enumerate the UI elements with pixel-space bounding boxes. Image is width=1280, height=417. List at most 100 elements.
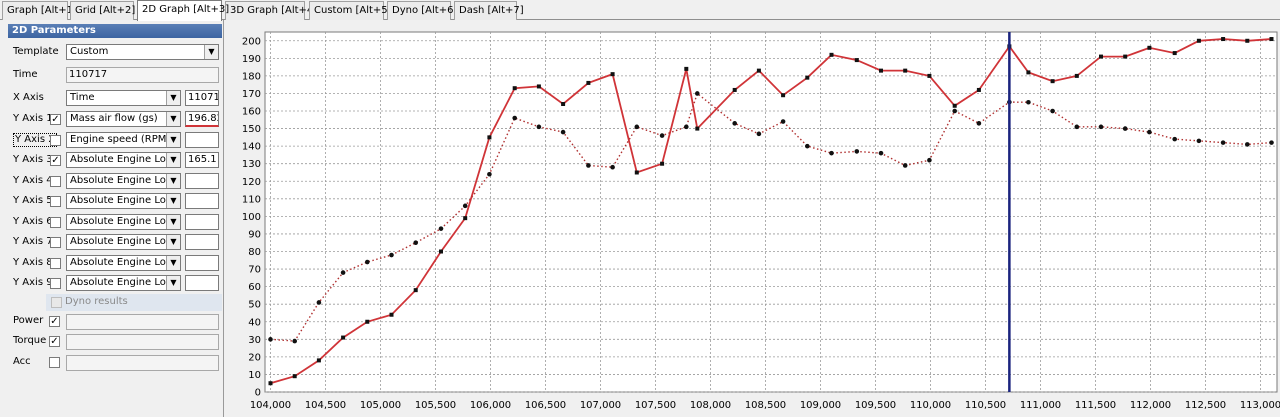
tab-dyno[interactable]: Dyno [Alt+6] [387,1,457,20]
y-tick-label: 140 [242,142,261,153]
y-tick-label: 120 [242,177,261,188]
data-point-solid [660,161,665,166]
data-point-solid [1074,73,1079,78]
y-axis-5-checkbox[interactable] [50,196,61,207]
chevron-down-icon[interactable]: ▼ [166,215,180,229]
y-tick-label: 50 [248,300,261,311]
data-point-solid [927,73,932,78]
data-point-dotted [1074,124,1080,130]
y-tick-label: 160 [242,107,261,118]
y-axis-6-select[interactable]: Absolute Engine Load (▼ [66,214,181,230]
y-tick-label: 80 [248,247,261,258]
data-point-dotted [952,108,957,114]
y-axis-7-label: Y Axis 7 [13,236,53,247]
chevron-down-icon[interactable]: ▼ [166,153,180,167]
data-point-dotted [316,300,322,305]
y-tick-label: 30 [248,335,261,346]
data-point-solid [463,216,468,221]
template-select[interactable]: Custom ▼ [66,44,219,60]
chevron-down-icon[interactable]: ▼ [166,133,180,147]
y-axis-4-checkbox[interactable] [50,176,61,187]
data-point-dotted [976,121,982,126]
y-axis-5-value: Absolute Engine Load ( [70,195,181,206]
chevron-down-icon[interactable]: ▼ [166,235,180,249]
data-point-dotted [1269,140,1274,145]
chevron-down-icon[interactable]: ▼ [166,194,180,208]
y-axis-7-checkbox[interactable] [50,237,61,248]
chevron-down-icon[interactable]: ▼ [204,45,218,59]
y-axis-3-checkbox[interactable]: ✓ [50,155,61,166]
y-axis-3-label: Y Axis 3 [13,154,53,165]
y-axis-1-select[interactable]: Mass air flow (gs) ▼ [66,111,181,127]
x-tick-label: 112,500 [1185,400,1226,411]
chart-2d-graph[interactable]: 0 10 20 30 40 50 60 70 80 90 100 110 120 130 140 150 160… [230,24,1280,417]
plot-area [264,31,1278,393]
data-point-dotted [586,163,591,168]
data-point-dotted [1147,129,1152,135]
dyno-results-label: Dyno results [65,296,128,307]
torque-label: Torque [13,335,47,346]
dyno-results-row [46,294,222,311]
data-point-solid [439,249,443,254]
y-axis-3-select[interactable]: Absolute Engine Load (▼ [66,152,181,168]
torque-checkbox[interactable]: ✓ [49,336,60,347]
series-line-solid [270,38,1272,385]
data-point-dotted [1220,140,1226,145]
y-axis-1-checkbox[interactable]: ✓ [50,114,61,125]
time-field: 110717 [66,67,219,83]
xaxis-select[interactable]: Time ▼ [66,90,181,106]
acc-checkbox[interactable] [49,357,60,368]
data-point-solid [756,68,761,73]
y-axis-6-checkbox[interactable] [50,217,61,228]
y-axis-6-readout [185,214,219,230]
data-point-dotted [695,91,700,96]
y-axis-6-value: Absolute Engine Load ( [70,216,181,227]
tab-grid[interactable]: Grid [Alt+2] [70,1,135,20]
tab-2d-graph[interactable]: 2D Graph [Alt+3] [137,0,229,21]
tab-graph[interactable]: Graph [Alt+1] [2,1,77,20]
x-tick-label: 113,000 [1240,400,1280,411]
tab-bar: Graph [Alt+1] Grid [Alt+2] 2D Graph [Alt… [0,0,1280,21]
tab-custom[interactable]: Custom [Alt+5] [309,1,392,20]
chevron-down-icon[interactable]: ▼ [166,112,180,126]
data-point-dotted [512,115,517,121]
x-tick-label: 109,500 [855,400,896,411]
data-point-solid [586,80,591,85]
y-axis-8-select[interactable]: Absolute Engine Load (▼ [66,255,181,271]
y-axis-5-select[interactable]: Absolute Engine Load (▼ [66,193,181,209]
y-axis-1-label: Y Axis 1 [13,113,53,124]
chevron-down-icon[interactable]: ▼ [166,91,180,105]
acc-label: Acc [13,356,31,367]
y-axis-9-checkbox[interactable] [50,278,61,289]
y-axis-8-checkbox[interactable] [50,258,61,269]
data-point-dotted [1050,108,1055,114]
y-tick-label: 110 [242,194,261,205]
chevron-down-icon[interactable]: ▼ [166,256,180,270]
y-axis-9-select[interactable]: Absolute Engine Load (▼ [66,275,181,291]
y-axis-2-checkbox[interactable] [50,135,61,146]
power-checkbox[interactable]: ✓ [49,316,60,327]
data-point-solid [1147,45,1152,50]
chevron-down-icon[interactable]: ▼ [166,174,180,188]
x-tick-label: 109,000 [800,400,841,411]
y-axis-9-readout [185,275,219,291]
chevron-down-icon[interactable]: ▼ [166,276,180,290]
time-label: Time [13,69,38,80]
x-tick-labels: 104,000 104,500 105,000 105,500 106,000 106,5… [250,400,1280,411]
y-axis-6-label: Y Axis 6 [13,216,53,227]
y-tick-label: 10 [248,370,261,381]
y-axis-2-select[interactable]: Engine speed (RPM) ▼ [66,132,181,148]
data-point-solid [695,126,700,131]
y-axis-7-select[interactable]: Absolute Engine Load (▼ [66,234,181,250]
y-tick-label: 170 [242,89,261,100]
y-axis-8-label: Y Axis 8 [13,257,53,268]
data-point-dotted [634,124,640,130]
data-point-solid [1269,37,1274,42]
tab-dash[interactable]: Dash [Alt+7] [454,1,524,20]
tab-3d-graph[interactable]: 3D Graph [Alt+4] [225,1,317,20]
y-axis-8-readout [185,255,219,271]
y-tick-label: 60 [248,282,261,293]
dyno-results-checkbox[interactable] [51,297,62,308]
y-axis-4-select[interactable]: Absolute Engine Load (▼ [66,173,181,189]
data-point-dotted [732,121,737,126]
